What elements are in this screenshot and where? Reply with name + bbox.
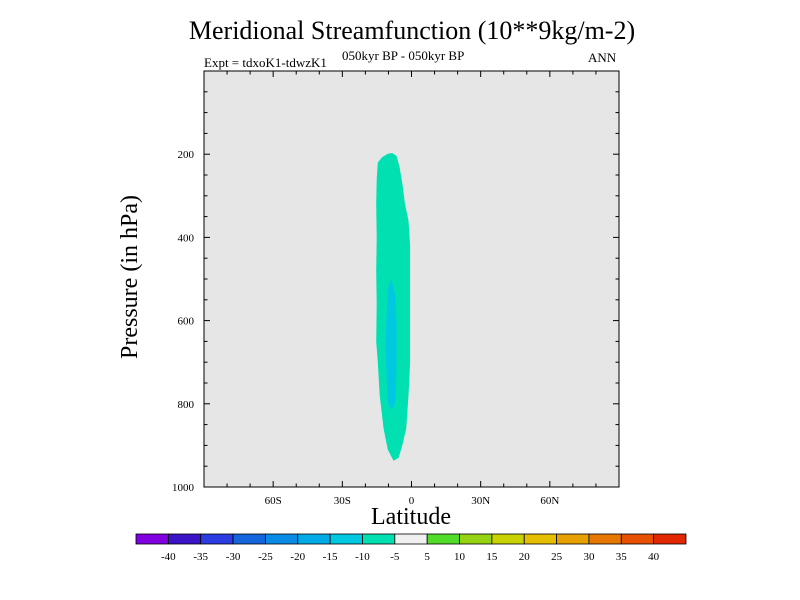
colorbar-label: 25 xyxy=(551,551,563,563)
plot-frame xyxy=(203,70,620,488)
x-tick-label: 60N xyxy=(540,495,559,507)
colorbar-swatch xyxy=(232,533,266,545)
plot-area xyxy=(204,71,619,487)
colorbar-label: 30 xyxy=(583,551,595,563)
colorbar-swatch xyxy=(556,533,590,545)
colorbar-swatch xyxy=(491,533,525,545)
contour-region-2 xyxy=(385,279,397,410)
experiment-label: Expt = tdxoK1-tdwzK1 xyxy=(204,55,327,70)
colorbar-swatch xyxy=(394,533,428,545)
colorbar-labels: -40 -35 -30 -25 -20 -15 -10 -5 5 10 15 20 25 30 35 40 xyxy=(161,551,660,563)
colorbar-label: 5 xyxy=(424,551,430,563)
colorbar-swatch xyxy=(588,533,622,545)
colorbar-swatch xyxy=(459,533,493,545)
period-label: 050kyr BP - 050kyr BP xyxy=(342,48,465,63)
y-tick-labels: 200 400 600 800 1000 xyxy=(172,149,195,494)
colorbar-label: 35 xyxy=(616,551,628,563)
colorbar-swatch xyxy=(329,533,363,545)
colorbar-label: -20 xyxy=(290,551,305,563)
colorbar-swatch xyxy=(426,533,460,545)
colorbar-label: 10 xyxy=(454,551,466,563)
colorbar-label: -30 xyxy=(226,551,241,563)
x-tick-labels: 60S 30S 0 30N 60N xyxy=(265,495,560,507)
chart-title: Meridional Streamfunction (10**9kg/m-2) xyxy=(188,16,636,45)
colorbar-swatch xyxy=(523,533,557,545)
y-tick-label: 600 xyxy=(178,316,195,328)
colorbar-label: 40 xyxy=(648,551,660,563)
colorbar-swatch xyxy=(362,533,396,545)
colorbar-swatch xyxy=(265,533,299,545)
colorbar-swatch xyxy=(620,533,655,545)
y-tick-label: 1000 xyxy=(172,482,195,494)
colorbar-label: 20 xyxy=(519,551,531,563)
colorbar-swatch xyxy=(200,533,234,545)
y-tick-label: 400 xyxy=(178,232,195,244)
x-tick-label: 0 xyxy=(409,495,415,507)
season-label: ANN xyxy=(588,50,617,65)
colorbar-label: -25 xyxy=(258,551,273,563)
y-tick-label: 800 xyxy=(178,399,195,411)
colorbar-label: -35 xyxy=(193,551,208,563)
colorbar-swatch xyxy=(135,533,169,545)
contour-layer xyxy=(376,153,411,461)
x-tick-label: 60S xyxy=(265,495,282,507)
y-tick-label: 200 xyxy=(178,149,195,161)
colorbar-label: -15 xyxy=(323,551,338,563)
colorbar-label: -10 xyxy=(355,551,370,563)
y-axis-title: Pressure (in hPa) xyxy=(117,195,143,359)
colorbar-label: -40 xyxy=(161,551,176,563)
colorbar-swatch xyxy=(297,533,331,545)
x-axis-title: Latitude xyxy=(371,504,451,530)
colorbar-label: -5 xyxy=(390,551,400,563)
colorbar-label: 15 xyxy=(486,551,498,563)
colorbar-swatch xyxy=(653,533,687,545)
x-tick-label: 30S xyxy=(334,495,351,507)
x-tick-label: 30N xyxy=(471,495,490,507)
colorbar xyxy=(135,533,687,545)
colorbar-swatch xyxy=(167,533,202,545)
